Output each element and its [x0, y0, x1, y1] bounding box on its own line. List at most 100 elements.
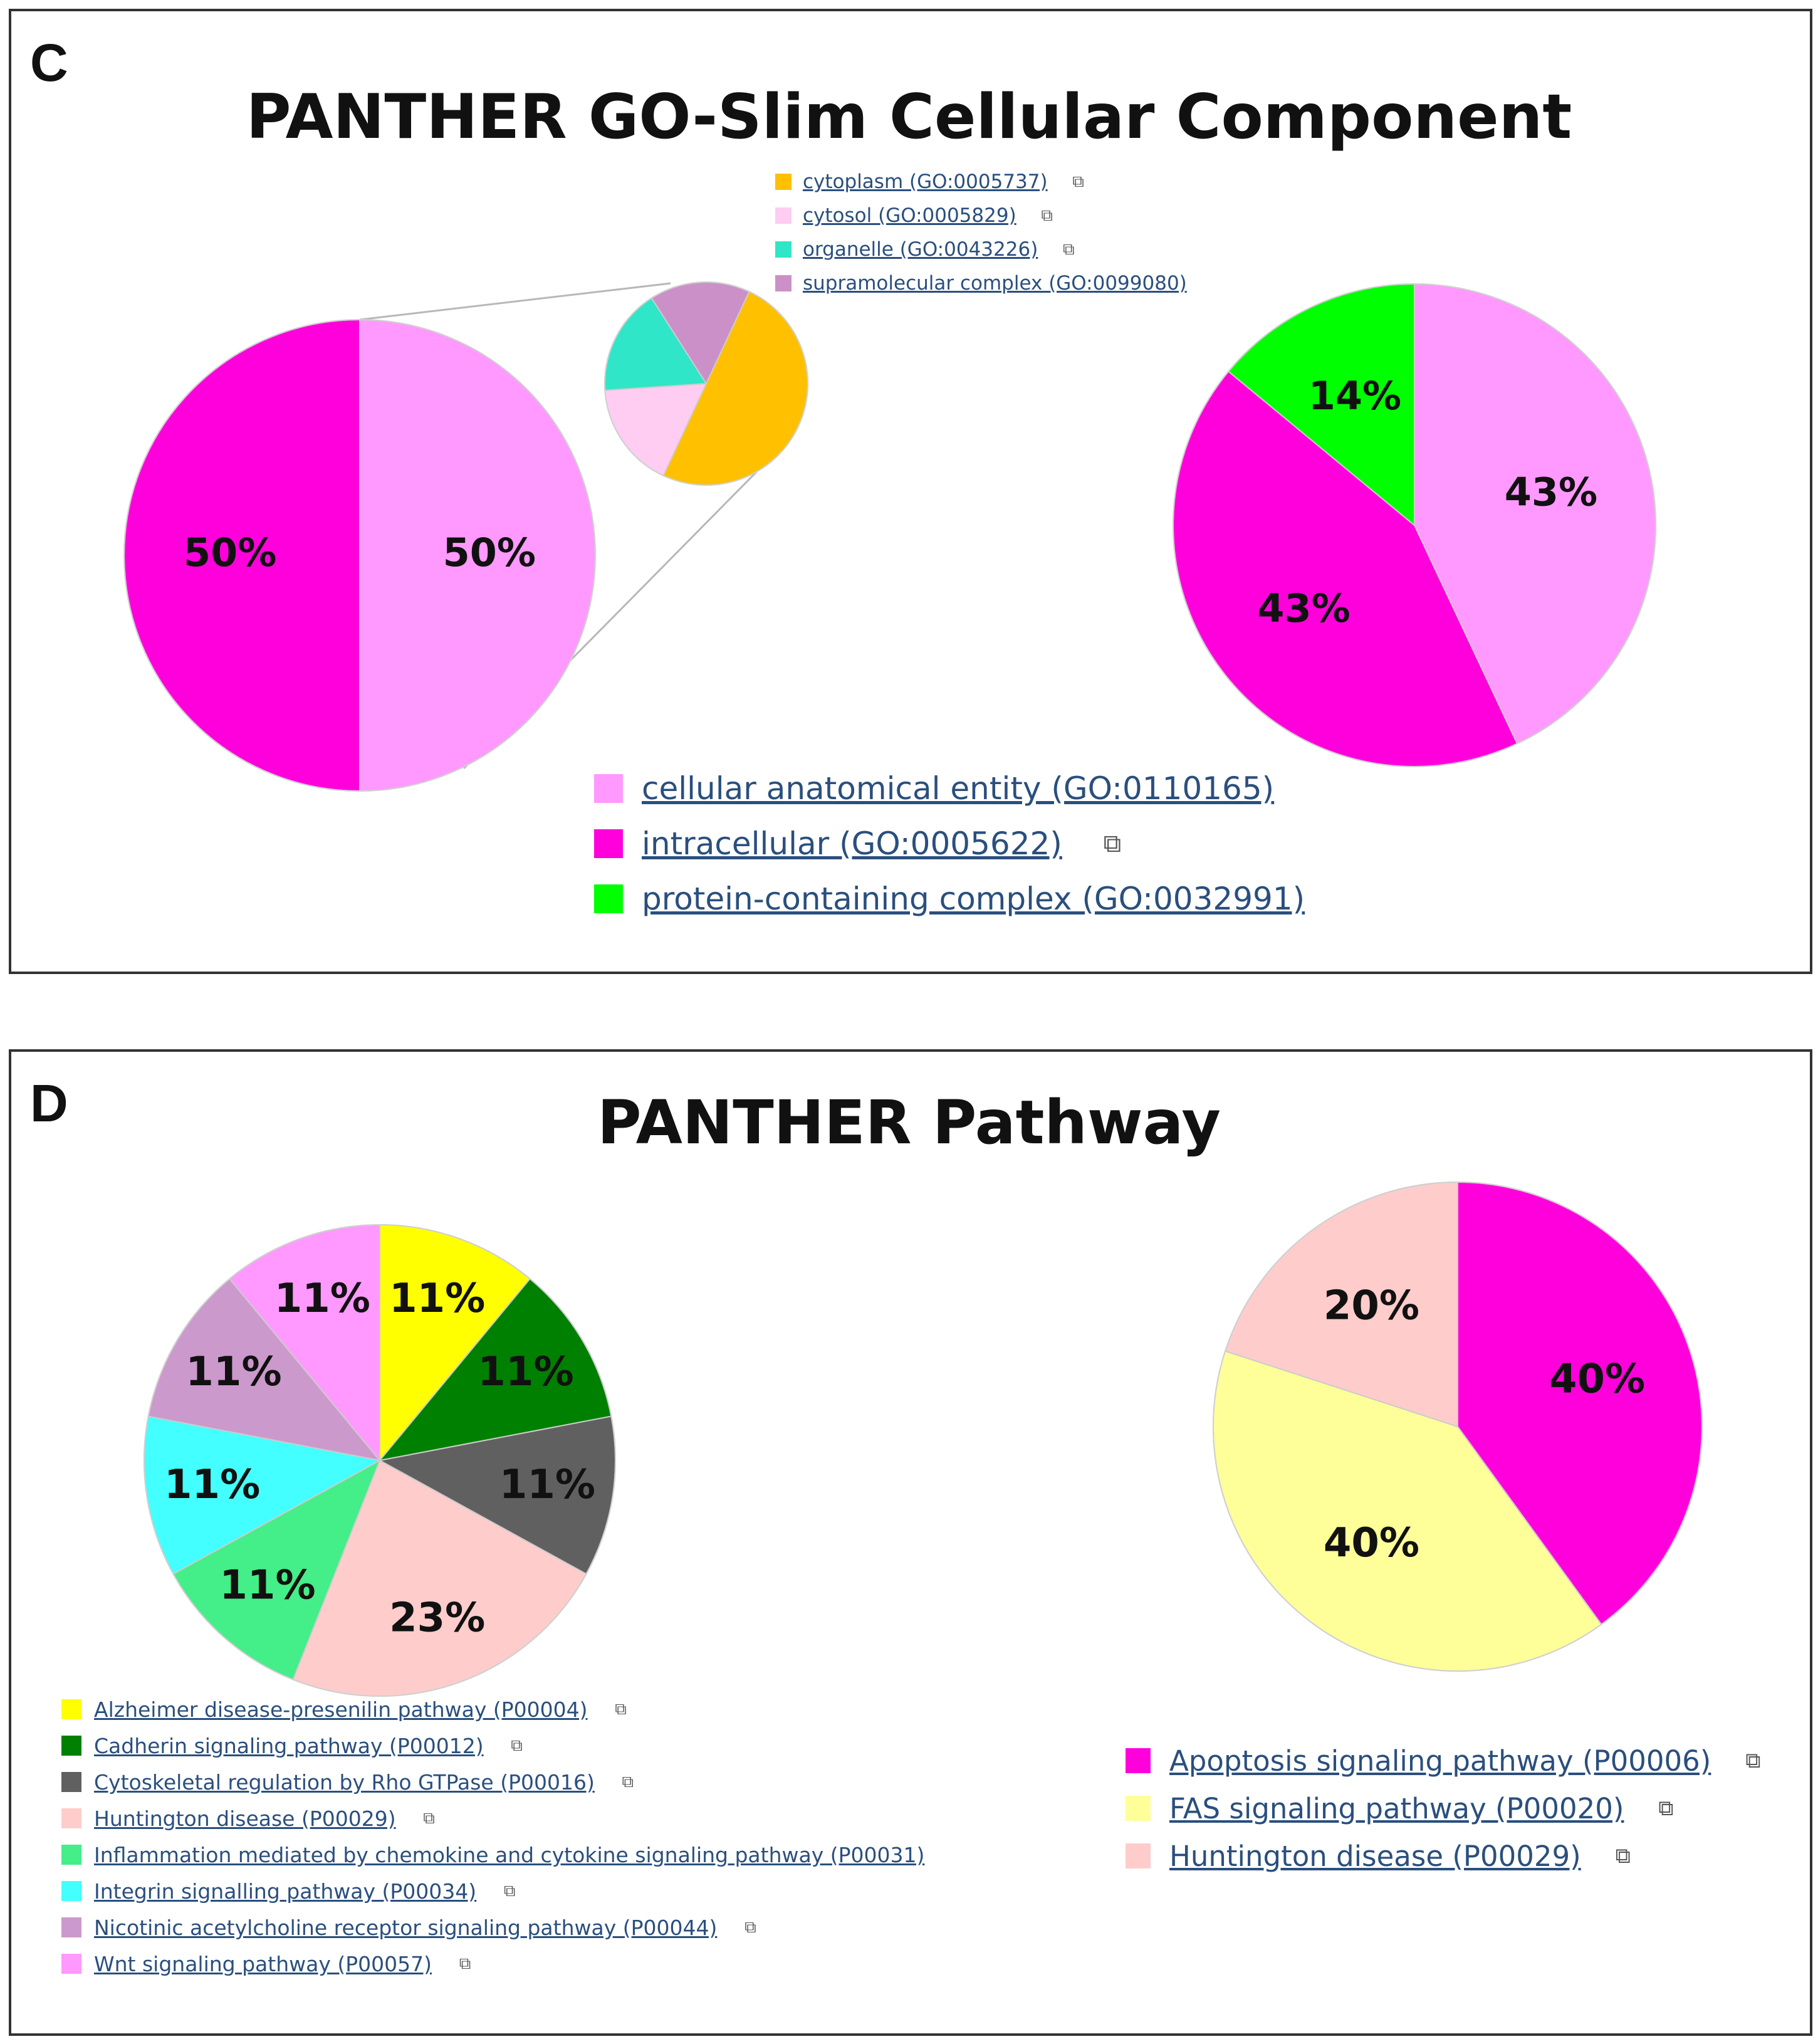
- external-link-icon[interactable]: ⧉: [622, 1772, 634, 1791]
- legend-link[interactable]: Cytoskeletal regulation by Rho GTPase (P…: [94, 1769, 595, 1795]
- legend-swatch: [594, 829, 623, 858]
- legend-item[interactable]: Apoptosis signaling pathway (P00006) ⧉: [1126, 1743, 1763, 1779]
- pathway-right-pie-label-1: 40%: [1549, 1356, 1645, 1402]
- legend-link[interactable]: cytoplasm (GO:0005737): [803, 170, 1048, 194]
- external-link-icon[interactable]: ⧉: [1658, 1796, 1674, 1821]
- external-link-icon[interactable]: ⧉: [1103, 829, 1122, 858]
- legend-swatch: [1126, 1843, 1151, 1869]
- pathway-left-pie-label-4: 23%: [389, 1595, 485, 1641]
- zoom-connector-line-1: [359, 282, 671, 321]
- pathway-left-pie-label-1: 11%: [389, 1276, 485, 1322]
- cc-right-pie-label-3: 14%: [1309, 373, 1401, 419]
- pathway-left-pie-label-8: 11%: [274, 1276, 370, 1322]
- legend-link[interactable]: supramolecular complex (GO:0099080): [803, 272, 1187, 295]
- legend-swatch: [775, 174, 791, 191]
- pathway-left-pie-label-2: 11%: [478, 1349, 573, 1395]
- legend-link[interactable]: Huntington disease (P00029): [1169, 1839, 1581, 1873]
- external-link-icon[interactable]: ⧉: [1063, 239, 1075, 259]
- cc-right-pie-label-1: 43%: [1505, 469, 1597, 515]
- panel-c-title: PANTHER GO-Slim Cellular Component: [246, 81, 1572, 153]
- legend-item[interactable]: Cytoskeletal regulation by Rho GTPase (P…: [61, 1769, 636, 1796]
- pathway-left-pie: 11% 11% 11% 23% 11% 11% 11% 11%: [144, 1224, 616, 1697]
- legend-item[interactable]: Huntington disease (P00029) ⧉: [61, 1805, 437, 1832]
- cc-left-pie-outline: [123, 319, 596, 792]
- legend-item[interactable]: cellular anatomical entity (GO:0110165): [594, 768, 1274, 809]
- legend-swatch: [61, 1954, 81, 1974]
- legend-swatch: [1126, 1748, 1151, 1774]
- legend-link[interactable]: intracellular (GO:0005622): [642, 825, 1062, 862]
- legend-swatch: [61, 1736, 81, 1756]
- legend-link[interactable]: Wnt signaling pathway (P00057): [94, 1951, 432, 1976]
- legend-link[interactable]: Nicotinic acetylcholine receptor signali…: [94, 1915, 718, 1940]
- legend-swatch: [1126, 1796, 1151, 1821]
- legend-swatch: [594, 884, 623, 913]
- cc-left-pie: 50% 50%: [123, 318, 596, 792]
- pathway-left-pie-label-7: 11%: [185, 1349, 281, 1395]
- legend-link[interactable]: cellular anatomical entity (GO:0110165): [642, 770, 1275, 807]
- legend-link[interactable]: Huntington disease (P00029): [94, 1806, 396, 1831]
- legend-item[interactable]: Huntington disease (P00029) ⧉: [1126, 1838, 1634, 1875]
- legend-link[interactable]: Apoptosis signaling pathway (P00006): [1169, 1744, 1711, 1778]
- legend-link[interactable]: Inflammation mediated by chemokine and c…: [94, 1842, 925, 1867]
- external-link-icon[interactable]: ⧉: [511, 1736, 523, 1755]
- legend-item[interactable]: Integrin signalling pathway (P00034) ⧉: [61, 1878, 518, 1905]
- pathway-left-pie-label-5: 11%: [219, 1563, 315, 1609]
- legend-swatch: [61, 1808, 81, 1829]
- legend-link[interactable]: FAS signaling pathway (P00020): [1169, 1791, 1624, 1825]
- legend-swatch: [61, 1845, 81, 1865]
- legend-item[interactable]: FAS signaling pathway (P00020) ⧉: [1126, 1790, 1676, 1827]
- legend-item[interactable]: cytoplasm (GO:0005737) ⧉: [775, 169, 1087, 194]
- legend-swatch: [775, 207, 791, 224]
- cc-left-pie-label-2: 50%: [184, 530, 276, 575]
- legend-item[interactable]: Wnt signaling pathway (P00057) ⧉: [61, 1951, 473, 1978]
- legend-link[interactable]: cytosol (GO:0005829): [803, 204, 1016, 228]
- legend-item[interactable]: Cadherin signaling pathway (P00012) ⧉: [61, 1732, 525, 1759]
- legend-swatch: [61, 1881, 81, 1902]
- external-link-icon[interactable]: ⧉: [1041, 206, 1053, 225]
- external-link-icon[interactable]: ⧉: [459, 1954, 471, 1973]
- legend-item[interactable]: Nicotinic acetylcholine receptor signali…: [61, 1914, 758, 1941]
- cc-subset-pie: [604, 281, 808, 486]
- legend-swatch: [61, 1772, 81, 1793]
- cc-subset-pie-outline: [604, 281, 808, 486]
- legend-item[interactable]: Inflammation mediated by chemokine and c…: [61, 1842, 924, 1868]
- external-link-icon[interactable]: ⧉: [615, 1699, 627, 1719]
- legend-link[interactable]: Alzheimer disease-presenilin pathway (P0…: [94, 1697, 588, 1722]
- legend-link[interactable]: Cadherin signaling pathway (P00012): [94, 1733, 484, 1758]
- pathway-right-pie-label-3: 20%: [1324, 1282, 1419, 1329]
- pathway-right-pie-outline: [1213, 1182, 1703, 1672]
- pathway-right-pie: 40% 40% 20%: [1213, 1181, 1703, 1672]
- external-link-icon[interactable]: ⧉: [1072, 172, 1084, 191]
- legend-item[interactable]: intracellular (GO:0005622) ⧉: [594, 823, 1125, 864]
- legend-item[interactable]: Alzheimer disease-presenilin pathway (P0…: [61, 1696, 629, 1723]
- legend-swatch: [594, 773, 623, 803]
- cc-left-pie-label-1: 50%: [443, 530, 536, 575]
- cc-right-pie-label-2: 43%: [1257, 585, 1350, 631]
- pathway-left-pie-outline: [144, 1224, 616, 1697]
- legend-item[interactable]: cytosol (GO:0005829) ⧉: [775, 203, 1055, 228]
- legend-item[interactable]: supramolecular complex (GO:0099080): [775, 271, 1187, 296]
- legend-link[interactable]: Integrin signalling pathway (P00034): [94, 1879, 477, 1904]
- legend-swatch: [61, 1699, 81, 1720]
- legend-item[interactable]: organelle (GO:0043226) ⧉: [775, 237, 1077, 262]
- legend-link[interactable]: organelle (GO:0043226): [803, 238, 1038, 261]
- external-link-icon[interactable]: ⧉: [1745, 1748, 1761, 1774]
- panel-d-letter: D: [30, 1074, 68, 1133]
- panel-d-title: PANTHER Pathway: [597, 1088, 1221, 1158]
- pathway-right-pie-label-2: 40%: [1324, 1520, 1419, 1566]
- legend-swatch: [775, 241, 791, 258]
- legend-item[interactable]: protein-containing complex (GO:0032991): [594, 878, 1305, 919]
- cc-right-pie: 43% 43% 14%: [1173, 283, 1656, 767]
- external-link-icon[interactable]: ⧉: [744, 1917, 756, 1937]
- pathway-left-pie-label-6: 11%: [164, 1462, 260, 1508]
- legend-link[interactable]: protein-containing complex (GO:0032991): [642, 880, 1305, 917]
- external-link-icon[interactable]: ⧉: [503, 1881, 516, 1900]
- panel-c-letter: C: [30, 33, 68, 92]
- external-link-icon[interactable]: ⧉: [1615, 1843, 1631, 1869]
- external-link-icon[interactable]: ⧉: [423, 1808, 435, 1828]
- legend-swatch: [775, 275, 791, 292]
- pathway-left-pie-label-3: 11%: [499, 1462, 595, 1508]
- cc-right-pie-outline: [1173, 283, 1656, 767]
- legend-swatch: [61, 1917, 81, 1938]
